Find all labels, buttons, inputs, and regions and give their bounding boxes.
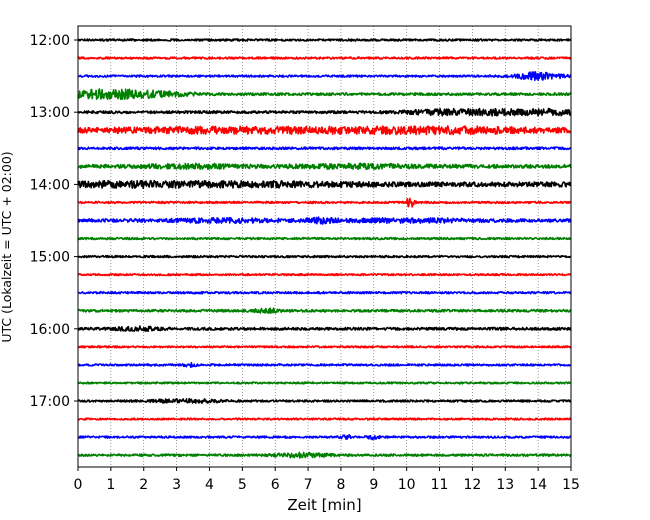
trace-row-1645 <box>77 381 572 385</box>
x-tick-label: 0 <box>74 477 83 493</box>
x-axis-label: Zeit [min] <box>287 496 361 514</box>
plot-frame <box>77 25 572 468</box>
trace-row-1530 <box>77 290 572 295</box>
trace-row-1415 <box>77 197 572 208</box>
trace-row-1245 <box>77 88 572 101</box>
y-tick-label: 14:00 <box>30 177 70 193</box>
trace-row-1400 <box>77 179 572 190</box>
x-tick-label: 8 <box>336 477 345 493</box>
trace-row-1730 <box>77 433 572 441</box>
trace-row-1315 <box>77 125 572 136</box>
trace-row-1515 <box>77 272 572 277</box>
y-axis: 12:00 13:00 14:00 15:00 16:00 17:00 <box>30 33 78 410</box>
y-tick-label: 17:00 <box>30 394 70 410</box>
x-tick-label: 10 <box>398 477 416 493</box>
trace-row-1600 <box>77 325 572 333</box>
x-tick-label: 12 <box>463 477 481 493</box>
y-axis-label: UTC (Lokalzeit = UTC + 02:00) <box>0 151 14 342</box>
y-tick-label: 12:00 <box>30 33 70 49</box>
x-tick-label: 4 <box>205 477 214 493</box>
trace-row-1200 <box>77 38 572 42</box>
x-axis: 0 1 2 3 4 5 6 7 8 9 10 11 12 13 14 15 <box>74 467 580 493</box>
x-tick-label: 6 <box>271 477 280 493</box>
x-tick-label: 1 <box>106 477 115 493</box>
x-tick-label: 7 <box>304 477 313 493</box>
trace-row-1300 <box>77 107 572 117</box>
x-tick-label: 14 <box>529 477 547 493</box>
trace-row-1230 <box>77 71 572 82</box>
x-tick-label: 5 <box>238 477 247 493</box>
trace-row-1545 <box>77 307 572 314</box>
x-tick-label: 9 <box>369 477 378 493</box>
x-tick-label: 3 <box>172 477 181 493</box>
trace-row-1215 <box>77 56 572 60</box>
y-tick-label: 15:00 <box>30 250 70 266</box>
y-tick-label: 16:00 <box>30 322 70 338</box>
trace-row-1615 <box>77 345 572 349</box>
x-tick-label: 15 <box>562 477 580 493</box>
trace-group <box>77 38 572 459</box>
y-tick-label: 13:00 <box>30 105 70 121</box>
trace-row-1700 <box>77 397 572 404</box>
trace-row-1345 <box>77 162 572 171</box>
x-tick-label: 13 <box>496 477 514 493</box>
trace-row-1445 <box>77 236 572 241</box>
trace-row-1500 <box>77 254 572 259</box>
trace-row-1715 <box>77 417 572 421</box>
trace-row-1330 <box>77 146 572 151</box>
trace-row-1745 <box>77 451 572 459</box>
trace-row-1630 <box>77 361 572 369</box>
trace-row-1430 <box>77 216 572 225</box>
x-tick-label: 11 <box>431 477 449 493</box>
x-tick-label: 2 <box>139 477 148 493</box>
